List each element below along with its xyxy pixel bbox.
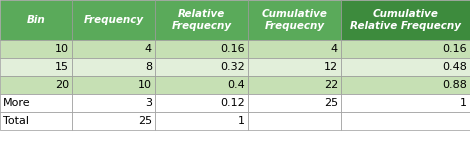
Bar <box>155 112 248 130</box>
Text: 1: 1 <box>238 116 245 126</box>
Bar <box>155 76 248 94</box>
Text: More: More <box>3 98 31 108</box>
Text: 25: 25 <box>324 98 338 108</box>
Bar <box>341 94 470 112</box>
Text: 0.16: 0.16 <box>220 44 245 54</box>
Text: 3: 3 <box>145 98 152 108</box>
Bar <box>341 112 470 130</box>
Text: 0.16: 0.16 <box>442 44 467 54</box>
Bar <box>72 112 155 130</box>
Bar <box>72 94 155 112</box>
Bar <box>248 58 341 76</box>
Text: Cumulative
Frequecny: Cumulative Frequecny <box>262 9 328 31</box>
Bar <box>72 58 155 76</box>
Bar <box>0 40 72 58</box>
Text: 22: 22 <box>324 80 338 90</box>
Text: Frequency: Frequency <box>84 15 143 25</box>
Bar <box>0 112 72 130</box>
Bar <box>0 0 72 40</box>
Bar <box>341 40 470 58</box>
Bar <box>72 40 155 58</box>
Bar <box>248 94 341 112</box>
Bar <box>0 76 72 94</box>
Text: 8: 8 <box>145 62 152 72</box>
Bar <box>341 58 470 76</box>
Text: Total: Total <box>3 116 29 126</box>
Bar <box>155 40 248 58</box>
Text: 10: 10 <box>138 80 152 90</box>
Text: 12: 12 <box>324 62 338 72</box>
Bar <box>155 94 248 112</box>
Bar <box>72 0 155 40</box>
Text: 10: 10 <box>55 44 69 54</box>
Text: 20: 20 <box>55 80 69 90</box>
Bar <box>155 0 248 40</box>
Bar <box>341 0 470 40</box>
Text: 15: 15 <box>55 62 69 72</box>
Bar <box>341 76 470 94</box>
Text: 0.32: 0.32 <box>220 62 245 72</box>
Text: Bin: Bin <box>27 15 46 25</box>
Text: 0.4: 0.4 <box>227 80 245 90</box>
Bar <box>155 58 248 76</box>
Bar <box>248 40 341 58</box>
Text: 0.88: 0.88 <box>442 80 467 90</box>
Bar <box>248 0 341 40</box>
Text: Relative
Frequecny: Relative Frequecny <box>172 9 232 31</box>
Bar <box>0 94 72 112</box>
Bar <box>248 76 341 94</box>
Text: 0.48: 0.48 <box>442 62 467 72</box>
Bar <box>72 76 155 94</box>
Text: 4: 4 <box>331 44 338 54</box>
Bar <box>0 58 72 76</box>
Text: Cumulative
Relative Frequecny: Cumulative Relative Frequecny <box>350 9 461 31</box>
Bar <box>248 112 341 130</box>
Text: 0.12: 0.12 <box>220 98 245 108</box>
Text: 1: 1 <box>460 98 467 108</box>
Text: 4: 4 <box>145 44 152 54</box>
Text: 25: 25 <box>138 116 152 126</box>
